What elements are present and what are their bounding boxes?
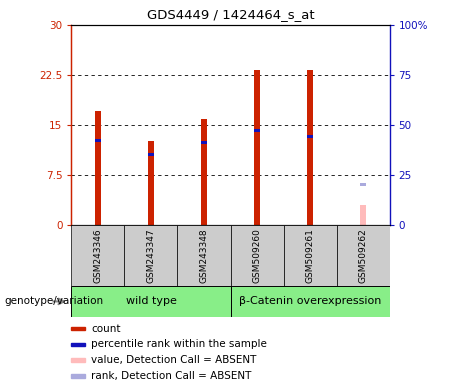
Bar <box>307 136 313 138</box>
Bar <box>201 141 207 144</box>
Text: wild type: wild type <box>125 296 177 306</box>
Bar <box>71 327 85 330</box>
Text: GSM243347: GSM243347 <box>147 228 155 283</box>
Title: GDS4449 / 1424464_s_at: GDS4449 / 1424464_s_at <box>147 8 314 21</box>
Text: GSM509260: GSM509260 <box>253 228 261 283</box>
Text: count: count <box>91 324 120 334</box>
Bar <box>148 141 154 225</box>
Bar <box>201 119 207 225</box>
Bar <box>71 359 85 362</box>
Bar <box>124 225 177 286</box>
Bar <box>307 70 313 225</box>
Bar <box>148 154 154 156</box>
Bar <box>71 286 230 317</box>
Bar <box>284 225 337 286</box>
Text: GSM243348: GSM243348 <box>200 228 208 283</box>
Bar <box>254 70 260 225</box>
Bar <box>230 225 284 286</box>
Bar <box>177 225 230 286</box>
Bar <box>230 286 390 317</box>
Text: GSM509262: GSM509262 <box>359 228 367 283</box>
Text: value, Detection Call = ABSENT: value, Detection Call = ABSENT <box>91 355 256 365</box>
Bar <box>71 225 124 286</box>
Bar <box>254 129 260 132</box>
Text: percentile rank within the sample: percentile rank within the sample <box>91 339 267 349</box>
Text: GSM243346: GSM243346 <box>94 228 102 283</box>
Bar <box>71 374 85 378</box>
Bar <box>360 205 366 225</box>
Text: genotype/variation: genotype/variation <box>5 296 104 306</box>
Bar <box>360 184 366 186</box>
Bar <box>71 343 85 346</box>
Text: β-Catenin overexpression: β-Catenin overexpression <box>239 296 381 306</box>
Bar <box>337 225 390 286</box>
Bar <box>95 111 101 225</box>
Text: GSM509261: GSM509261 <box>306 228 314 283</box>
Text: rank, Detection Call = ABSENT: rank, Detection Call = ABSENT <box>91 371 251 381</box>
Bar <box>95 139 101 142</box>
